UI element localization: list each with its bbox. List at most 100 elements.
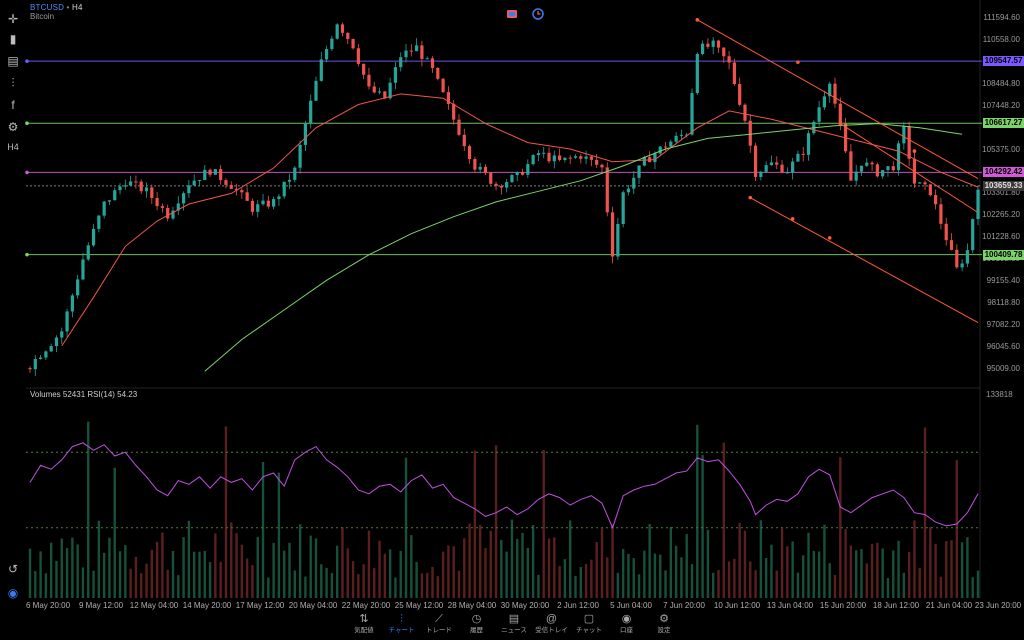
time-axis-label: 9 May 12:00 [78, 601, 124, 610]
nav-item-history-nav[interactable]: ◷ 履歴 [459, 612, 495, 640]
nav-item-account[interactable]: ◉ 口座 [609, 612, 645, 640]
candle-body [616, 224, 620, 257]
candle-body [589, 156, 593, 160]
candle-body [923, 182, 927, 185]
candle-body [478, 166, 482, 170]
function-icon[interactable]: f [11, 98, 15, 112]
volume-bar [849, 545, 853, 598]
time-axis-label: 14 May 20:00 [182, 601, 232, 610]
rsi-line [29, 442, 979, 530]
volume-bar [521, 532, 524, 598]
trend-line-anchor [790, 217, 795, 221]
nav-item-quotes[interactable]: ⇅ 気配値 [346, 612, 382, 640]
volume-bar [733, 558, 736, 598]
volume-bar [177, 575, 180, 598]
candle-body [520, 172, 525, 175]
candle-body [362, 63, 366, 75]
candle-body [817, 107, 821, 122]
candle-body [542, 152, 546, 154]
candle-body [44, 351, 48, 358]
trend-line-anchor [695, 18, 700, 22]
drawing-tools-icon[interactable]: ▤ [7, 54, 19, 68]
volume-bar [892, 550, 895, 598]
candle-body [971, 219, 975, 251]
clock-icon[interactable] [532, 7, 544, 20]
color-icon[interactable]: ◉ [7, 586, 19, 600]
trend-line-0 [697, 19, 979, 180]
time-axis-label: 5 Jun 04:00 [610, 601, 652, 610]
candle-body [658, 146, 662, 154]
candle-body [203, 169, 207, 180]
history-icon[interactable]: ↺ [7, 562, 19, 576]
volume-bar [436, 576, 439, 598]
candle-body [716, 40, 721, 48]
nav-item-chat[interactable]: ▢ チャット [571, 612, 607, 640]
volume-bar [92, 570, 95, 598]
candle-body [881, 170, 885, 177]
candle-body [76, 279, 80, 296]
nav-item-trade[interactable]: ⟋ トレード [421, 612, 457, 640]
price-line-badge[interactable]: 104292.42 [983, 167, 1024, 178]
nav-item-settings[interactable]: ⚙ 設定 [646, 612, 682, 640]
volume-bar [219, 561, 222, 598]
volume-bar [526, 547, 530, 598]
volume-bar [923, 427, 927, 598]
candle-body [155, 197, 159, 207]
candle-body [558, 155, 562, 160]
candle-body [547, 152, 551, 162]
candle-body [573, 156, 578, 158]
time-axis-label: 13 Jun 04:00 [766, 601, 814, 610]
horizontal-line-anchor-0 [25, 59, 29, 63]
volume-bar [441, 551, 445, 598]
price-line-badge[interactable]: 100409.78 [983, 249, 1024, 260]
candle-body [346, 32, 350, 39]
volume-bar [150, 549, 154, 598]
candle-body [690, 93, 694, 135]
candle-body [632, 177, 636, 189]
price-line-badge[interactable]: 106617.27 [983, 118, 1024, 129]
candle-body [187, 185, 191, 194]
chart-settings-icon[interactable]: ⚙ [7, 120, 19, 134]
volume-bar [770, 544, 773, 598]
timeframe-icon[interactable]: H4 [7, 142, 19, 152]
candle-body [637, 165, 641, 178]
volume-bar [727, 561, 731, 598]
indicator-icon[interactable]: ▮ [9, 32, 17, 46]
candle-body [256, 204, 260, 212]
objects-icon[interactable]: ⫶ [11, 76, 15, 90]
volume-bar [542, 449, 545, 598]
volume-bar [621, 548, 625, 598]
volume-bar [897, 540, 900, 598]
volume-bar [659, 554, 662, 598]
candle-body [685, 134, 689, 136]
candle-body [722, 47, 726, 57]
nav-item-mail[interactable]: @ 受信トレイ [534, 612, 570, 640]
volume-bar [155, 541, 159, 598]
candle-body [250, 200, 255, 212]
price-line-badge[interactable]: 109547.57 [983, 56, 1024, 67]
volume-bar [81, 567, 85, 598]
time-axis-label: 30 May 20:00 [500, 601, 550, 610]
price-line-badge[interactable]: 103659.33 [983, 180, 1024, 191]
volume-bar [584, 564, 588, 598]
volume-bar [881, 548, 884, 598]
volume-bar [690, 564, 694, 598]
nav-item-news[interactable]: ▤ ニュース [496, 612, 532, 640]
volume-bar [669, 526, 673, 598]
candle-body [234, 188, 239, 191]
horizontal-line-anchor-4 [25, 252, 29, 257]
time-axis-label: 21 Jun 04:00 [925, 601, 973, 610]
volume-bar [606, 557, 609, 598]
mail-icon: @ [545, 613, 558, 625]
symbol-header[interactable]: BTCUSD • H4 [30, 3, 83, 12]
candle-body [955, 249, 959, 268]
volume-bar [966, 537, 969, 598]
volume-bar [34, 571, 37, 598]
nav-item-chart[interactable]: ⫶ チャート [384, 612, 420, 640]
candle-body [393, 67, 398, 83]
volume-bar [648, 523, 651, 598]
market-hours-icon[interactable] [506, 7, 518, 19]
volume-bar [749, 561, 752, 598]
crosshair-icon[interactable]: ✛ [7, 12, 19, 26]
